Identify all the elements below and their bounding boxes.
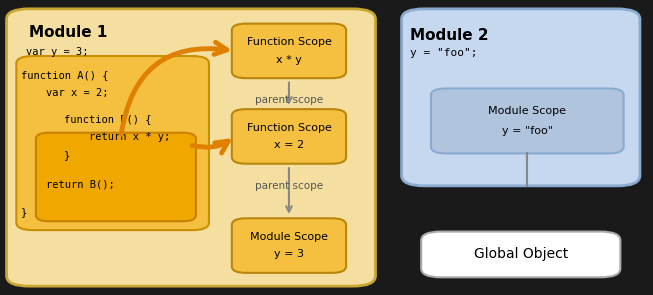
Text: Module Scope: Module Scope xyxy=(488,106,566,116)
Text: y = 3: y = 3 xyxy=(274,250,304,259)
Text: Function Scope: Function Scope xyxy=(247,37,331,47)
Text: function B() {: function B() { xyxy=(39,114,151,124)
Text: var x = 2;: var x = 2; xyxy=(21,88,108,98)
Text: Module 2: Module 2 xyxy=(410,28,488,43)
Text: Function Scope: Function Scope xyxy=(247,123,331,132)
FancyBboxPatch shape xyxy=(36,133,196,221)
Text: Module 1: Module 1 xyxy=(29,25,108,40)
Text: parent scope: parent scope xyxy=(255,95,323,105)
Text: x * y: x * y xyxy=(276,55,302,65)
Text: }: } xyxy=(39,150,71,160)
FancyBboxPatch shape xyxy=(232,24,346,78)
FancyBboxPatch shape xyxy=(402,9,640,186)
Text: Module Scope: Module Scope xyxy=(250,232,328,242)
FancyBboxPatch shape xyxy=(232,218,346,273)
Text: var y = 3;: var y = 3; xyxy=(26,47,89,57)
FancyBboxPatch shape xyxy=(232,109,346,164)
Text: y = "foo";: y = "foo"; xyxy=(410,48,477,58)
Text: x = 2: x = 2 xyxy=(274,140,304,150)
Text: return x * y;: return x * y; xyxy=(39,132,170,142)
Text: }: } xyxy=(21,207,27,217)
FancyBboxPatch shape xyxy=(431,88,624,153)
Text: return B();: return B(); xyxy=(21,179,115,189)
Text: parent scope: parent scope xyxy=(255,181,323,191)
Text: Global Object: Global Object xyxy=(473,248,568,261)
FancyBboxPatch shape xyxy=(421,232,620,277)
Text: y = "foo": y = "foo" xyxy=(502,126,553,136)
FancyBboxPatch shape xyxy=(7,9,375,286)
FancyBboxPatch shape xyxy=(16,56,209,230)
Text: function A() {: function A() { xyxy=(21,70,108,80)
